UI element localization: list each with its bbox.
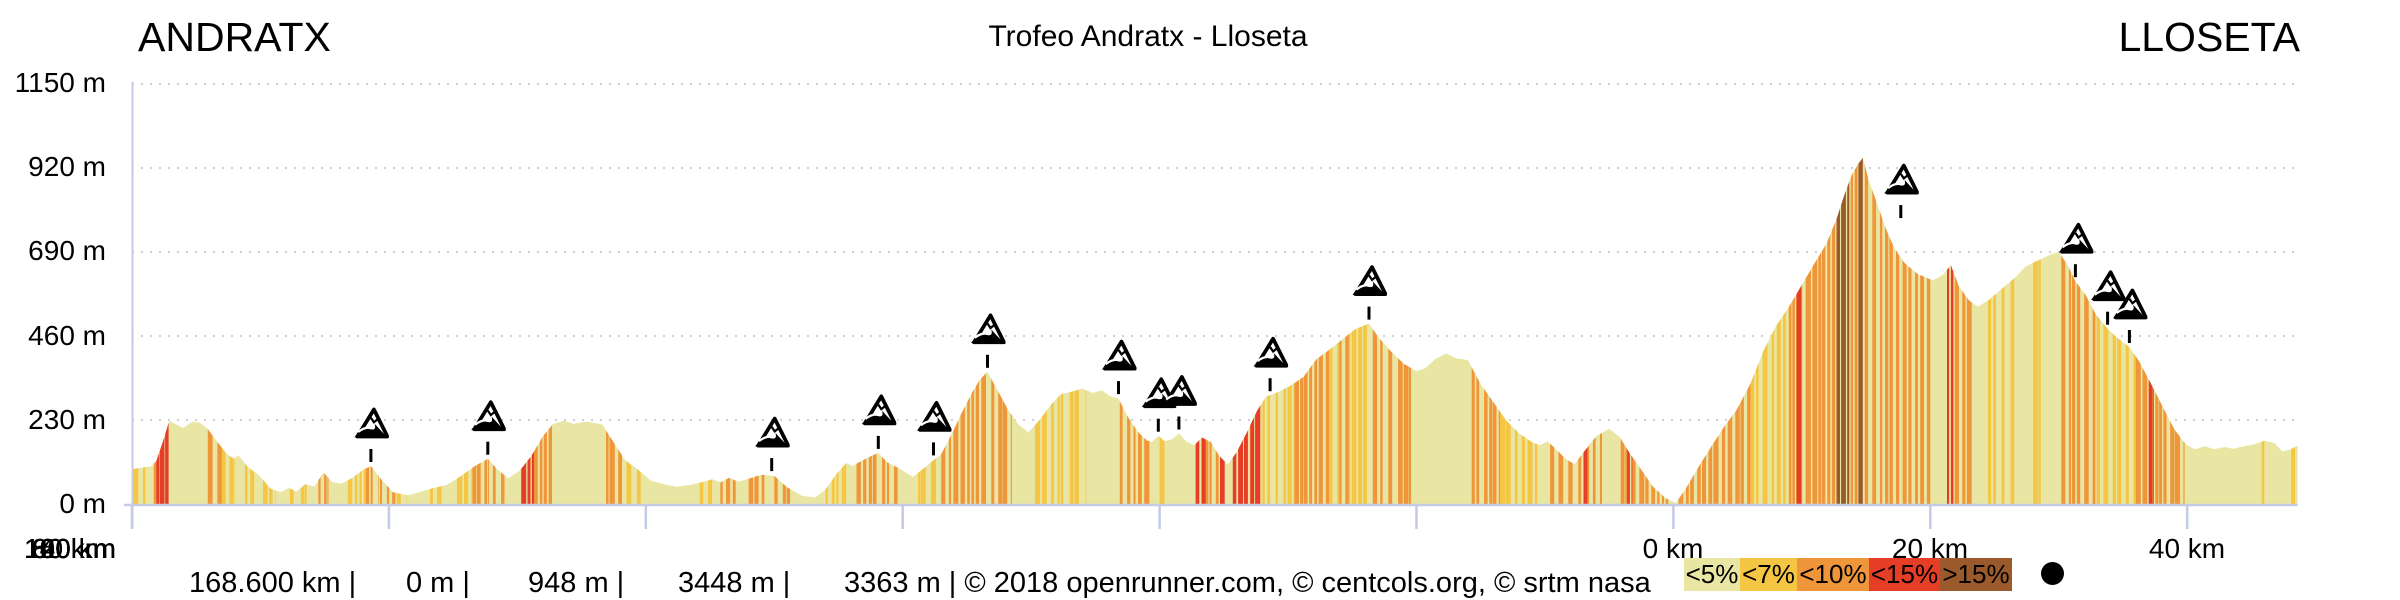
end-city-label: LLOSETA bbox=[2118, 14, 2300, 60]
elevation-area bbox=[132, 157, 2298, 505]
y-tick-label: 1150 m bbox=[14, 67, 106, 98]
x-tick-label: 80 km bbox=[31, 533, 109, 564]
mountain-icon bbox=[969, 313, 1006, 345]
legend-grade-lt15: <15% bbox=[1869, 558, 1940, 591]
y-tick-label: 460 m bbox=[28, 320, 106, 351]
mountain-icon bbox=[1100, 339, 1137, 372]
mountain-icon bbox=[469, 400, 506, 432]
stat-max-elevation: 948 m | bbox=[528, 567, 625, 599]
mountain-icon bbox=[915, 400, 952, 433]
mountain-icon bbox=[352, 407, 389, 439]
legend-label: >15% bbox=[1942, 559, 2010, 589]
legend-label: <15% bbox=[1870, 559, 1939, 589]
y-tick-label: 690 m bbox=[28, 235, 106, 266]
start-city-label: ANDRATX bbox=[138, 14, 331, 60]
legend-grade-gt15: >15% bbox=[1940, 558, 2012, 591]
axes bbox=[124, 82, 2298, 529]
x-tick-label: 120 km bbox=[24, 533, 116, 564]
x-tick-label: 40 km bbox=[2148, 533, 2226, 564]
stat-total-ascent: 3448 m | bbox=[678, 567, 791, 599]
y-tick-label: 0 m bbox=[59, 488, 106, 519]
stat-total-descent-and-copyright: 3363 m | © 2018 openrunner.com, © centco… bbox=[844, 567, 1651, 599]
chart-title: Trofeo Andratx - Lloseta bbox=[988, 20, 1308, 53]
mountain-icon bbox=[1351, 265, 1387, 297]
legend-label: <7% bbox=[1742, 559, 1795, 589]
legend-grade-lt5: <5% bbox=[1684, 558, 1740, 591]
stat-total-distance: 168.600 km | bbox=[189, 567, 357, 599]
legend-grade-lt7: <7% bbox=[1740, 558, 1797, 591]
summit-dot-icon bbox=[2041, 562, 2064, 585]
x-tick-label: 100 km bbox=[24, 533, 116, 564]
mountain-icon bbox=[1882, 163, 1919, 196]
x-tick-label: 160 km bbox=[24, 533, 116, 564]
stat-min-elevation: 0 m | bbox=[406, 567, 470, 599]
climb-markers bbox=[352, 163, 2148, 472]
y-tick-label: 920 m bbox=[28, 151, 106, 182]
mountain-icon bbox=[2057, 222, 2094, 255]
mountain-icon bbox=[860, 394, 897, 426]
legend-label: <10% bbox=[1799, 559, 1867, 589]
mountain-icon bbox=[753, 416, 790, 449]
y-tick-label: 230 m bbox=[28, 404, 106, 435]
mountain-icon bbox=[1252, 336, 1289, 369]
x-tick-label: 60 km bbox=[31, 533, 109, 564]
legend-grade-lt10: <10% bbox=[1797, 558, 1869, 591]
x-tick-label: 140 km bbox=[24, 533, 116, 564]
mountain-icon bbox=[2089, 270, 2126, 302]
legend-label: <5% bbox=[1685, 559, 1739, 589]
